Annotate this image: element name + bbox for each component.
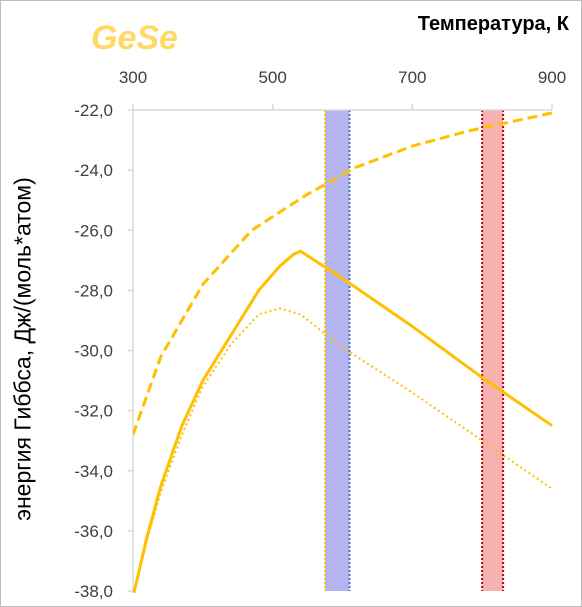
series-line-solid xyxy=(133,249,553,593)
x-axis-title: Температура, К xyxy=(417,13,569,35)
x-tick-label: 900 xyxy=(538,68,566,87)
y-tick-label: -26,0 xyxy=(74,221,113,240)
y-tick-label: -36,0 xyxy=(74,522,113,541)
chart-title: GeSe xyxy=(91,19,178,57)
y-tick-label: -32,0 xyxy=(74,402,113,421)
temperature-band-0 xyxy=(325,110,350,591)
y-tick-label: -22,0 xyxy=(74,101,113,120)
y-tick-label: -30,0 xyxy=(74,342,113,361)
y-tick-label: -24,0 xyxy=(74,161,113,180)
y-tick-label: -38,0 xyxy=(74,582,113,601)
y-tick-label: -34,0 xyxy=(74,462,113,481)
series-line-dashed xyxy=(133,111,553,436)
x-tick-label: 300 xyxy=(119,68,147,87)
y-tick-label: -28,0 xyxy=(74,281,113,300)
x-tick-label: 700 xyxy=(398,68,426,87)
x-tick-label: 500 xyxy=(258,68,286,87)
y-axis-title: энергия Гиббса, Дж/(моль*атом) xyxy=(9,177,36,521)
temperature-band-1 xyxy=(482,110,504,591)
